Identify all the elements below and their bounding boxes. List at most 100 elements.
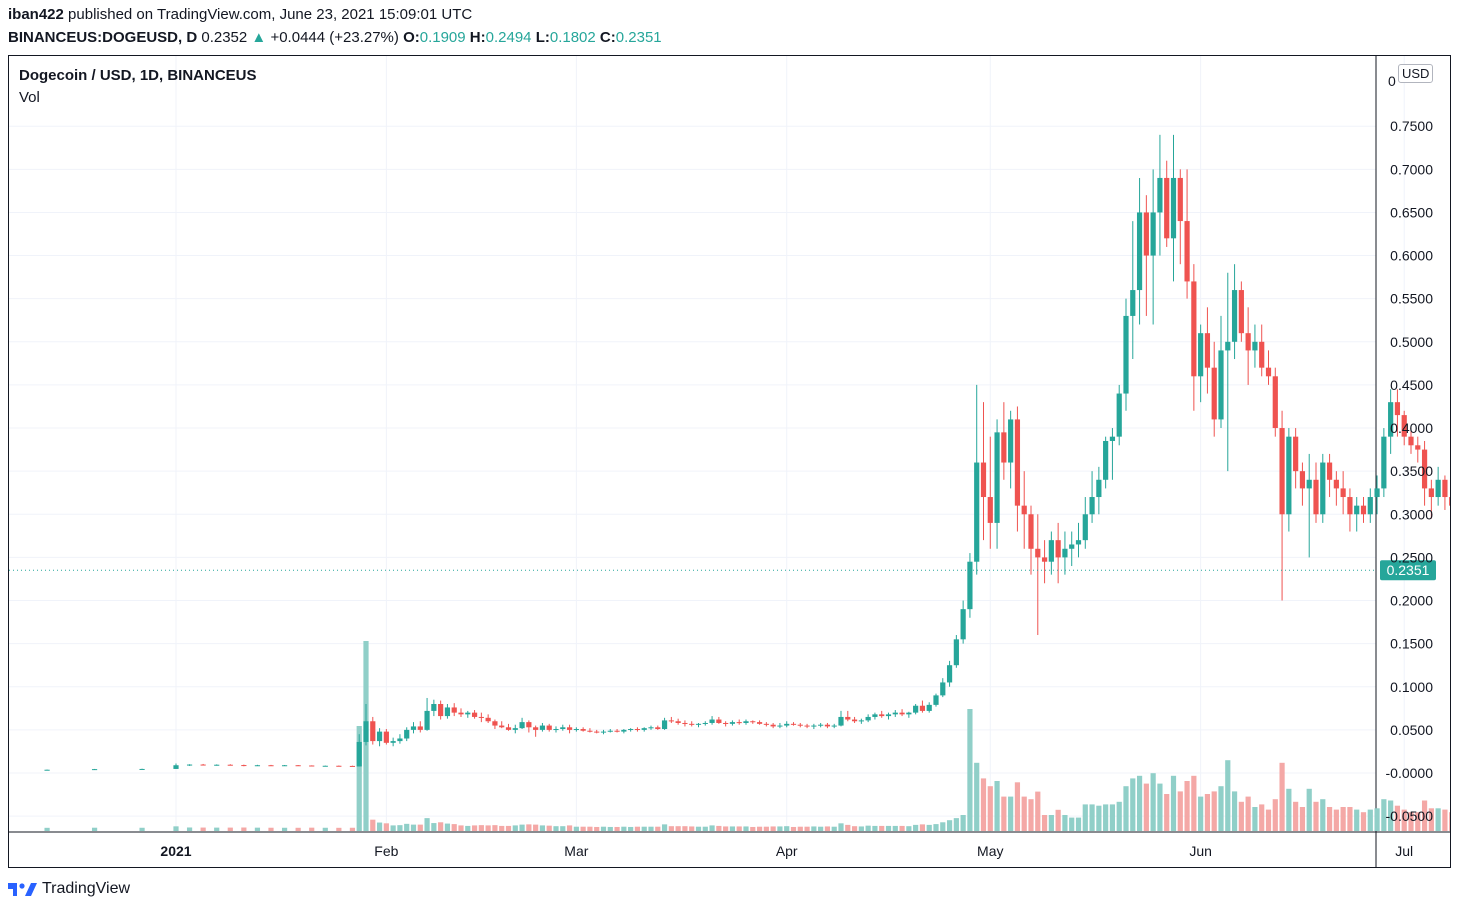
- volume-bar: [689, 826, 695, 831]
- candle-body: [566, 727, 573, 730]
- volume-bar: [607, 826, 613, 831]
- volume-bar: [668, 826, 674, 831]
- candle-body: [1265, 367, 1272, 377]
- volume-bar: [1408, 812, 1414, 831]
- candle-body: [1333, 479, 1339, 489]
- candle-body: [1218, 350, 1224, 420]
- candle-body: [349, 765, 356, 767]
- candle-body: [1245, 333, 1251, 351]
- currency-button[interactable]: USD: [1398, 64, 1434, 83]
- symbol-label: BINANCEUS:DOGEUSD, D: [8, 29, 198, 46]
- volume-bar: [879, 825, 885, 831]
- x-tick-label: May: [977, 843, 1003, 859]
- candle-body: [1286, 436, 1292, 515]
- volume-bar: [444, 823, 451, 831]
- candle-body: [499, 725, 505, 728]
- candle-body: [648, 727, 654, 729]
- candle-body: [404, 729, 410, 739]
- candle-body: [892, 712, 898, 715]
- volume-bar: [1157, 783, 1163, 831]
- candle-body: [1001, 432, 1007, 463]
- volume-bar: [790, 826, 797, 831]
- volume-bar: [1245, 796, 1251, 831]
- volume-bar: [1069, 817, 1075, 831]
- candle-body: [268, 765, 274, 767]
- volume-bar: [485, 825, 491, 831]
- candle-body: [465, 712, 471, 715]
- candle-body: [417, 726, 423, 730]
- volume-bar: [356, 726, 362, 831]
- candle-body: [1103, 440, 1109, 480]
- candle-body: [390, 741, 396, 743]
- candle-body: [1123, 315, 1129, 394]
- candle-body: [872, 714, 878, 717]
- candle-body: [940, 682, 946, 696]
- candle-body: [139, 768, 145, 770]
- tradingview-logo[interactable]: TradingView: [8, 880, 130, 898]
- volume-bar: [743, 826, 749, 831]
- candle-body: [1150, 212, 1156, 256]
- candle-body: [926, 704, 932, 711]
- candle-body: [458, 712, 464, 715]
- volume-bar: [865, 825, 871, 831]
- volume-bar: [376, 822, 383, 831]
- candle-body: [254, 765, 261, 767]
- candle-body: [451, 707, 457, 713]
- volume-bar: [763, 826, 769, 831]
- x-tick-label: Jun: [1189, 843, 1212, 859]
- candle-body: [1082, 514, 1088, 541]
- volume-bar: [1401, 809, 1407, 831]
- candle-body: [723, 722, 729, 724]
- candle-body: [383, 731, 389, 743]
- volume-bar: [1089, 804, 1095, 831]
- candle-body: [831, 725, 837, 727]
- candle-body: [410, 726, 417, 730]
- candle-body: [811, 725, 817, 727]
- candle-body: [777, 725, 783, 727]
- volume-bar: [1299, 807, 1306, 831]
- candle-body: [858, 720, 864, 722]
- candle-body: [1116, 393, 1122, 437]
- volume-bar: [824, 826, 831, 831]
- candle-body: [655, 727, 661, 730]
- volume-bar: [1415, 812, 1421, 831]
- volume-bar: [777, 826, 783, 831]
- candle-body: [397, 738, 403, 742]
- volume-bar: [505, 825, 512, 831]
- price-chart[interactable]: 0.2351 0.7500 0.7000 0.6500 0.6000 0.5500 0.50…: [9, 56, 1450, 867]
- volume-bar: [940, 822, 946, 831]
- y-tick-label: 0.1500: [1390, 636, 1433, 652]
- volume-bar: [913, 824, 919, 831]
- volume-bar: [926, 824, 932, 831]
- candle-body: [865, 716, 871, 721]
- triangle-up-icon: ▲: [251, 29, 267, 46]
- candle-body: [1320, 462, 1326, 515]
- candle-body: [227, 764, 233, 766]
- volume-bar: [1394, 805, 1401, 831]
- candle-body: [960, 609, 966, 640]
- volume-bar: [417, 824, 423, 831]
- candle-body: [702, 722, 708, 724]
- x-tick-label: Apr: [776, 843, 798, 859]
- volume-bar: [587, 826, 593, 831]
- volume-bar: [349, 827, 356, 831]
- tradingview-icon: [8, 883, 37, 896]
- volume-bar: [1062, 815, 1068, 831]
- candle-body: [1021, 505, 1027, 515]
- candle-body: [1449, 497, 1450, 506]
- y-tick-label: 0.2000: [1390, 593, 1433, 609]
- candle-body: [1388, 402, 1394, 437]
- candle-body: [1374, 488, 1380, 498]
- candle-body: [1306, 479, 1312, 489]
- candle-body: [370, 721, 376, 742]
- y-tick-label: 0.4500: [1390, 377, 1433, 393]
- close-value: 0.2351: [615, 29, 662, 46]
- candle-body: [770, 724, 776, 727]
- candle-body: [1041, 557, 1048, 562]
- volume-bar: [906, 826, 912, 831]
- volume-bar: [1191, 775, 1197, 831]
- volume-bar: [526, 824, 532, 831]
- volume-bar: [953, 818, 959, 831]
- candle-body: [974, 462, 980, 562]
- volume-bar: [322, 827, 328, 831]
